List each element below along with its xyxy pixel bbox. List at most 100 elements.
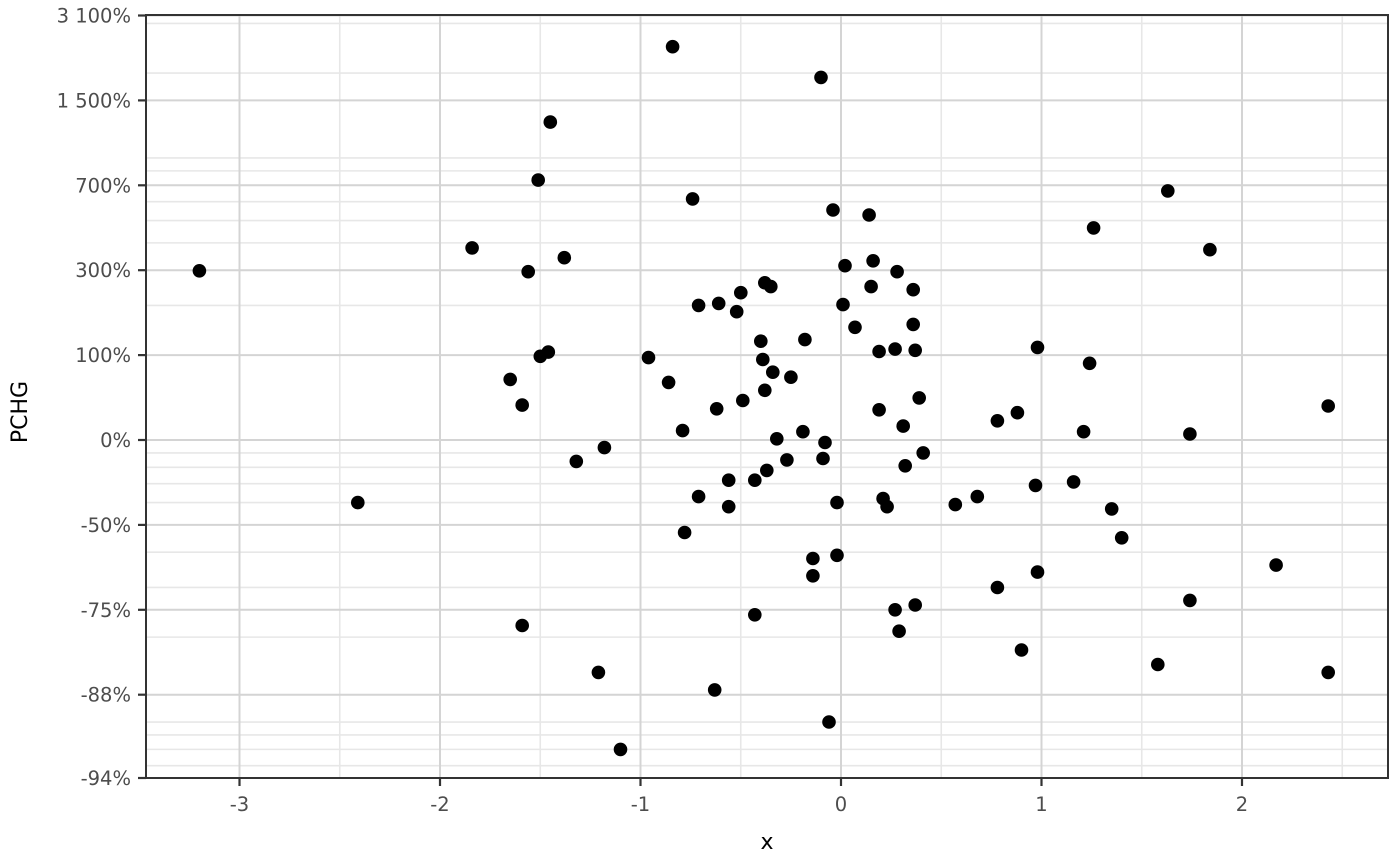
data-point <box>1203 242 1217 257</box>
data-point <box>754 334 768 349</box>
data-point <box>872 344 886 359</box>
data-point <box>864 279 878 294</box>
data-point <box>948 497 963 512</box>
data-point <box>1104 502 1119 516</box>
data-point <box>770 432 784 446</box>
data-point <box>892 624 906 638</box>
data-point <box>641 350 656 365</box>
data-point <box>541 345 556 359</box>
data-point <box>822 715 836 729</box>
data-point <box>1030 565 1045 579</box>
data-point <box>597 440 612 455</box>
data-point <box>729 304 744 319</box>
data-point <box>707 683 722 697</box>
data-point <box>780 453 794 467</box>
data-point <box>543 115 558 129</box>
y-tick-label: -94% <box>81 767 131 790</box>
data-point <box>734 285 748 300</box>
data-point <box>665 39 680 54</box>
data-points-layer <box>192 39 1335 757</box>
data-point <box>806 569 820 583</box>
x-tick-label: -3 <box>230 793 249 816</box>
data-point <box>764 279 778 294</box>
data-point <box>806 551 820 566</box>
data-point <box>1028 478 1043 493</box>
data-point <box>557 250 572 265</box>
data-point <box>1086 221 1101 235</box>
data-point <box>1321 665 1335 680</box>
data-point <box>677 525 692 540</box>
data-point <box>1076 424 1091 439</box>
data-point <box>906 317 920 332</box>
data-point <box>758 383 772 398</box>
data-point <box>515 398 529 412</box>
data-point <box>830 495 844 510</box>
data-point <box>1010 405 1025 420</box>
data-point <box>1183 427 1197 441</box>
data-point <box>351 495 365 510</box>
data-point <box>709 402 724 416</box>
data-point <box>691 298 706 313</box>
data-point <box>1161 184 1175 198</box>
data-point <box>906 282 920 297</box>
data-point <box>1183 593 1197 608</box>
data-point <box>990 414 1005 428</box>
data-point <box>814 70 828 85</box>
data-point <box>830 548 844 563</box>
data-point <box>760 463 774 478</box>
y-tick-label: 0% <box>100 429 131 452</box>
data-point <box>748 608 762 622</box>
y-axis-title: PCHG <box>8 381 33 443</box>
y-tick-label: 100% <box>75 344 131 367</box>
data-point <box>766 365 780 380</box>
y-tick-label: -75% <box>81 599 131 622</box>
data-point <box>515 618 529 633</box>
data-point <box>838 258 852 273</box>
data-point <box>888 342 902 356</box>
x-tick-label: 1 <box>1035 793 1047 816</box>
data-point <box>912 391 926 405</box>
y-tick-label: -50% <box>81 514 131 537</box>
y-tick-label: 300% <box>75 259 131 282</box>
data-point <box>465 241 479 255</box>
data-point <box>898 459 912 473</box>
data-point <box>591 665 606 680</box>
data-point <box>1321 399 1335 413</box>
data-point <box>798 332 812 347</box>
y-tick-label: -88% <box>81 684 131 707</box>
data-point <box>736 393 750 408</box>
data-point <box>818 435 832 450</box>
x-tick-label: 2 <box>1236 793 1248 816</box>
data-point <box>661 375 676 390</box>
axis-tick-labels: -3 -2 -1 0 1 2 3 100% 1 500% 700% 300% 100% 0% -50% -… <box>57 5 1249 817</box>
data-point <box>872 403 886 417</box>
x-tick-label: -1 <box>631 793 650 816</box>
data-point <box>613 742 628 757</box>
y-tick-label: 1 500% <box>57 89 131 112</box>
data-point <box>990 580 1005 595</box>
x-tick-label: -2 <box>430 793 449 816</box>
data-point <box>675 423 690 438</box>
x-tick-label: 0 <box>835 793 847 816</box>
data-point <box>888 603 902 617</box>
x-axis-title: x <box>760 830 773 855</box>
data-point <box>880 499 894 514</box>
data-point <box>970 489 985 504</box>
data-point <box>862 208 876 222</box>
data-point <box>866 253 880 268</box>
data-point <box>711 296 726 311</box>
data-point <box>721 499 736 514</box>
data-point <box>908 598 922 612</box>
data-point <box>1151 657 1165 672</box>
data-point <box>826 203 840 217</box>
data-point <box>691 489 706 504</box>
data-point <box>192 264 207 278</box>
axis-tick-marks <box>138 14 1244 786</box>
data-point <box>796 424 810 439</box>
panel-border <box>145 14 1389 779</box>
data-point <box>756 352 770 367</box>
minor-gridlines <box>146 15 1388 778</box>
data-point <box>1082 356 1097 371</box>
